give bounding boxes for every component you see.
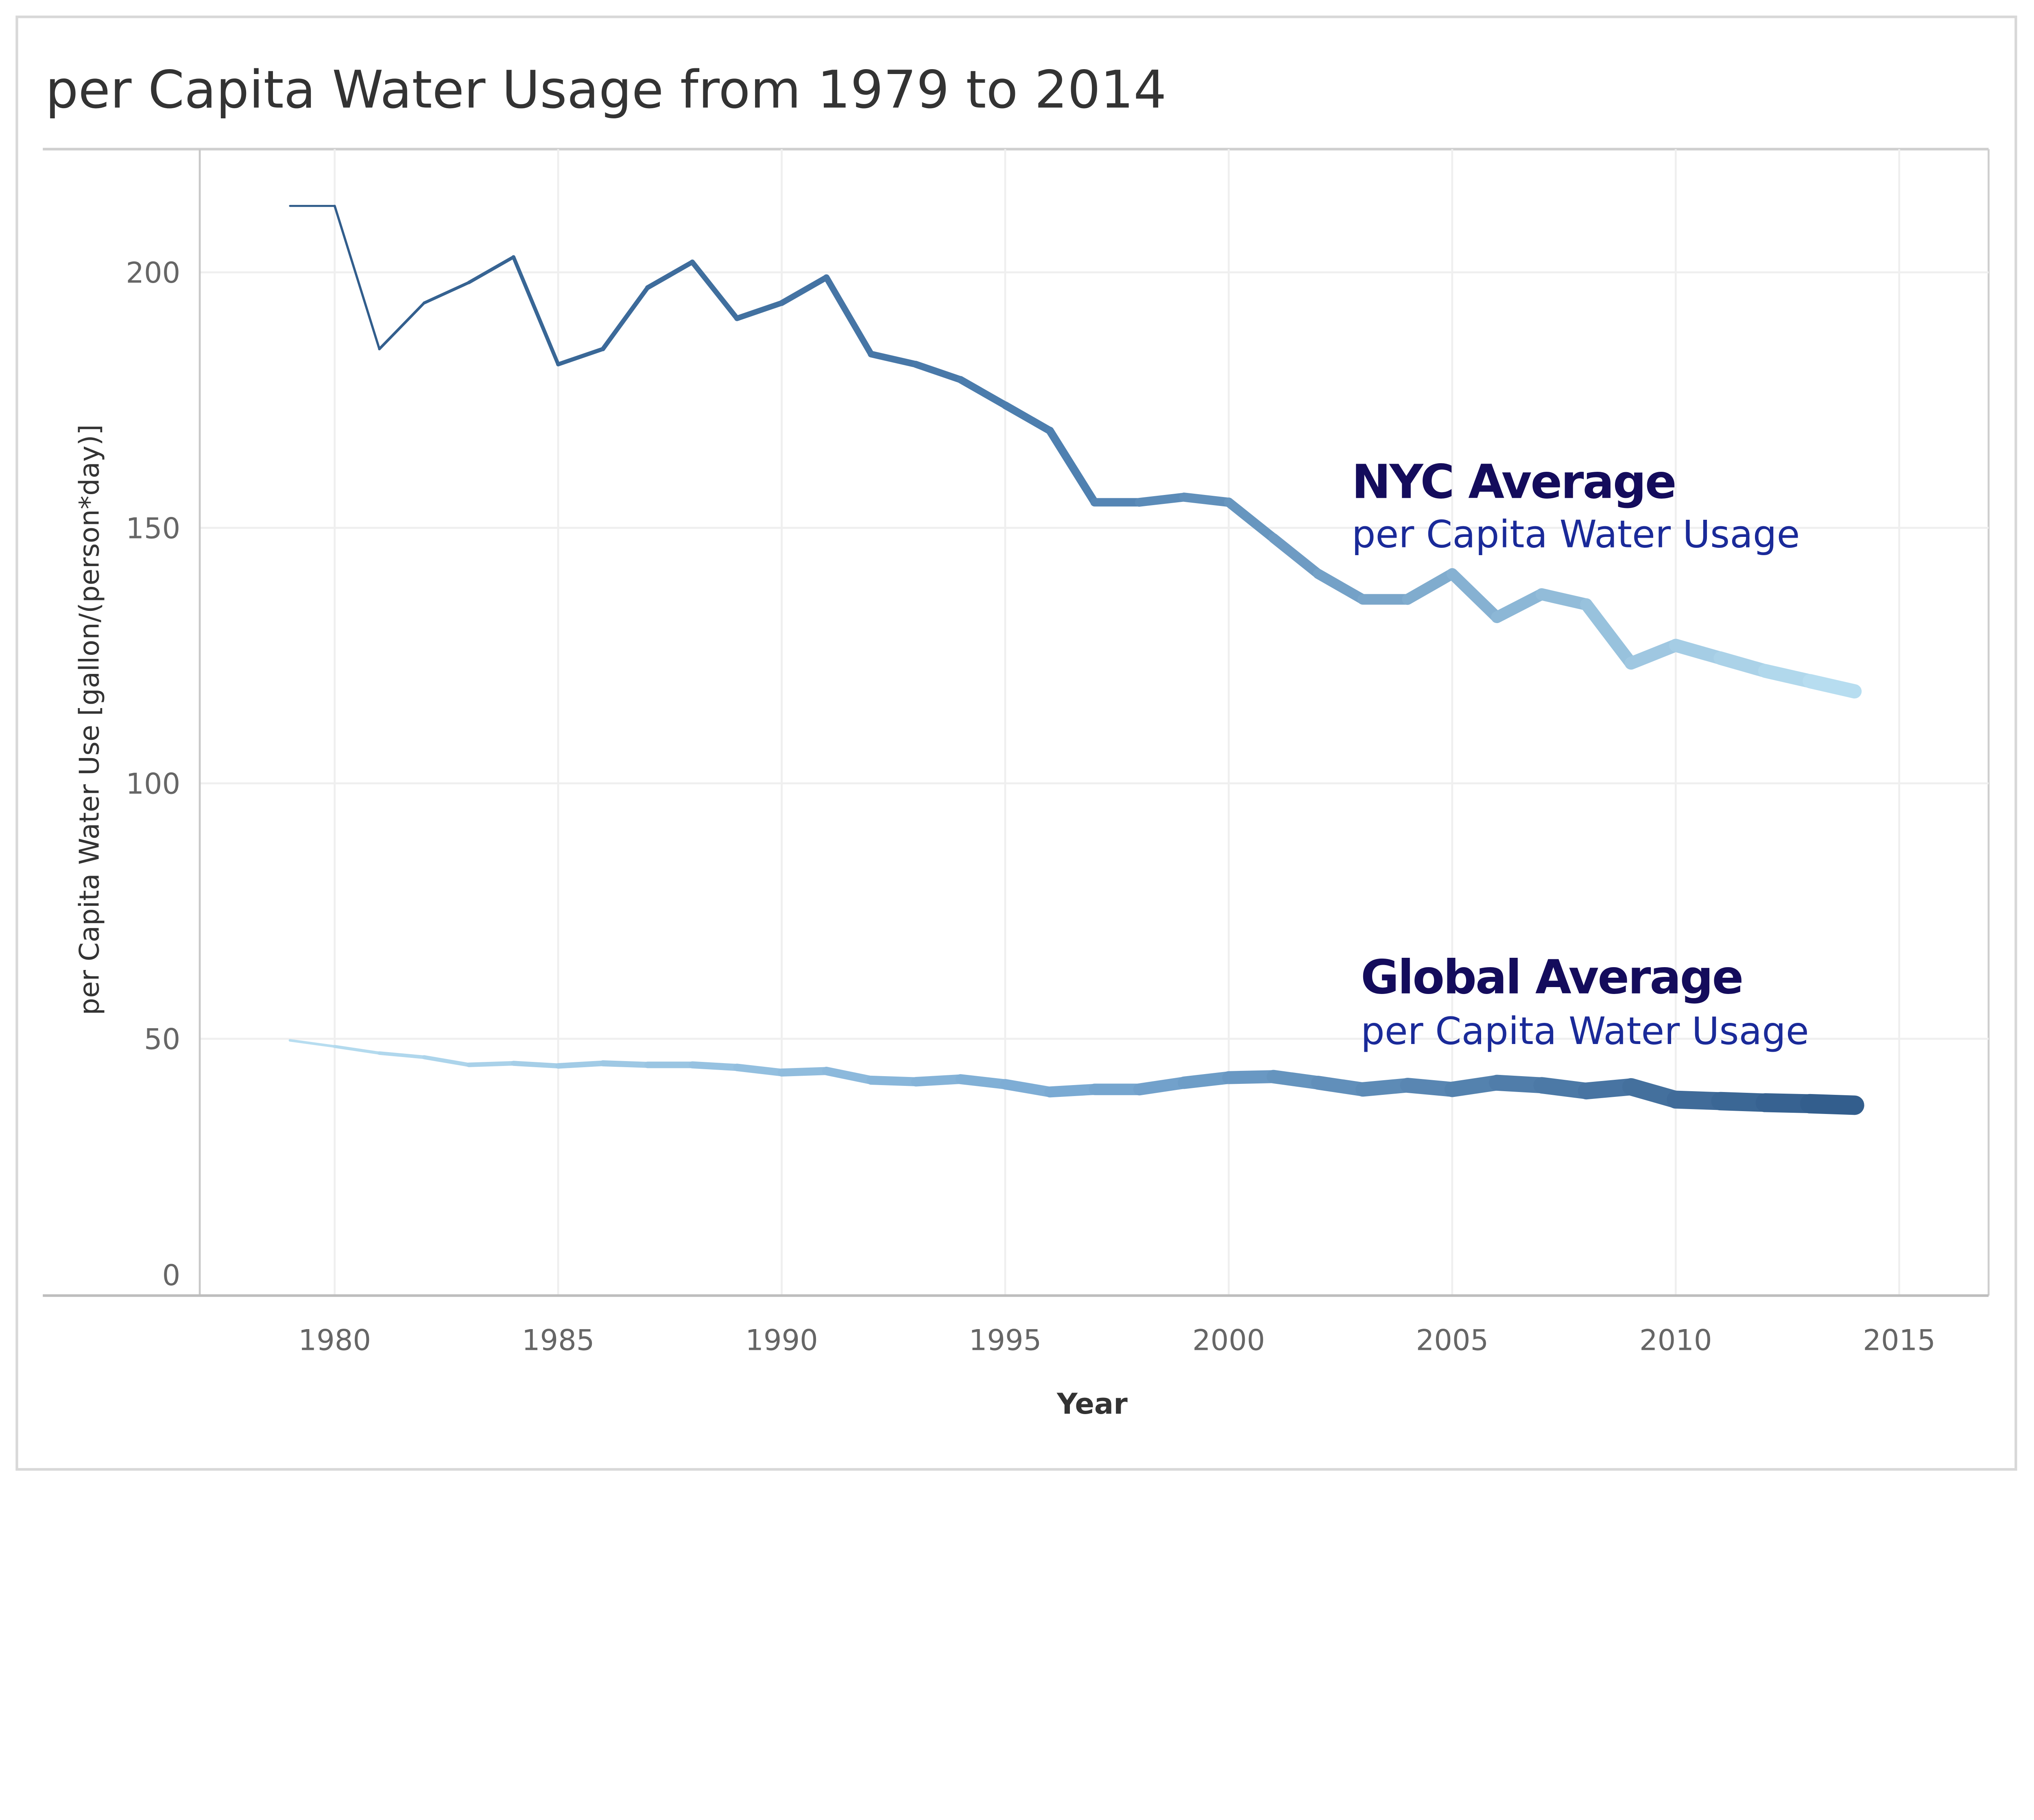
nyc-line-segment [734, 300, 785, 321]
nyc-series [289, 205, 1862, 699]
nyc-line-segment [1045, 427, 1099, 506]
y-axis-label: per Capita Water Use [gallon/(person*day… [73, 424, 105, 1015]
x-tick-label: 1985 [522, 1324, 595, 1357]
global-line-segment [1222, 1070, 1280, 1084]
nyc-line-segment [378, 301, 426, 351]
global-line-segment [1800, 1094, 1864, 1115]
nyc-line-segment [823, 274, 875, 357]
global-line-segment [378, 1051, 426, 1059]
x-tick-label: 1990 [745, 1324, 818, 1357]
nyc-line-segment [1268, 533, 1323, 579]
global-series [288, 1039, 1864, 1115]
nyc-line-segment [868, 351, 919, 368]
line-chart: per Capita Water Usage from 1979 to 2014… [15, 15, 2017, 1471]
global-line-segment [866, 1075, 921, 1086]
nyc-line-segment [1402, 568, 1458, 605]
x-axis-label: Year [1056, 1387, 1128, 1421]
global-line-segment [689, 1061, 741, 1071]
y-tick-label: 100 [126, 767, 180, 801]
global-line-segment [288, 1039, 336, 1048]
nyc-line-segment [422, 281, 471, 305]
nyc-line-segment [1179, 493, 1233, 507]
global-line-segment [1044, 1084, 1100, 1098]
global-line-segment [822, 1066, 875, 1085]
global-line-segment [777, 1067, 831, 1077]
global-line-segment [1178, 1071, 1235, 1089]
nyc-line-segment [1713, 651, 1772, 678]
y-tick-label: 150 [126, 512, 180, 545]
x-tick-label: 2005 [1416, 1324, 1489, 1357]
global-label: Global Average [1361, 950, 1742, 1005]
x-tick-label: 1980 [298, 1324, 371, 1357]
x-tick-label: 2015 [1863, 1324, 1936, 1357]
global-line-segment [955, 1074, 1010, 1090]
nyc-line-segment [1491, 588, 1548, 623]
nyc-line-segment [1313, 569, 1368, 605]
nyc-line-segment [467, 255, 515, 284]
x-tick-label: 1995 [969, 1324, 1042, 1357]
nyc-line-segment [779, 274, 829, 306]
nyc-line-segment [690, 259, 740, 321]
nyc-line-segment [1446, 568, 1503, 623]
nyc-line-segment [912, 361, 964, 384]
global-line-segment [555, 1060, 606, 1069]
y-tick-labels: 0 50 100 150 200 [126, 256, 180, 1292]
global-line-segment [1000, 1079, 1055, 1097]
nyc-line-segment [957, 376, 1009, 409]
global-line-segment [733, 1064, 786, 1077]
y-tick-label: 50 [144, 1023, 180, 1056]
y-tick-label: 200 [126, 256, 180, 290]
nyc-line-segment [556, 347, 605, 366]
nyc-line-segment [1803, 674, 1862, 699]
global-line-segment [1311, 1076, 1370, 1096]
nyc-line-segment [511, 255, 560, 366]
nyc-line-segment [1624, 639, 1683, 670]
global-line-segment [911, 1074, 965, 1087]
nyc-line-segment [1669, 639, 1727, 665]
nyc-line-segment [1758, 664, 1817, 688]
global-line-segment [422, 1055, 471, 1067]
nyc-label: NYC Average [1352, 455, 1676, 509]
nyc-line-segment [1001, 401, 1054, 435]
x-tick-label: 2000 [1192, 1324, 1265, 1357]
global-line-segment [466, 1061, 516, 1067]
x-tick-label: 2010 [1639, 1324, 1712, 1357]
nyc-line-segment [645, 259, 695, 290]
nyc-line-segment [333, 205, 381, 350]
nyc-line-segment [1224, 497, 1279, 543]
global-sublabel: per Capita Water Usage [1361, 1009, 1809, 1053]
global-line-segment [511, 1061, 561, 1069]
x-tick-labels: 1980 1985 1990 1995 2000 2005 2010 2015 [298, 1324, 1935, 1357]
chart-frame [15, 15, 2017, 1471]
global-line-segment [1266, 1070, 1325, 1090]
nyc-line-segment [600, 285, 650, 351]
chart-title: per Capita Water Usage from 1979 to 2014 [46, 60, 1167, 120]
series-lines [288, 205, 1864, 1115]
y-tick-label: 0 [162, 1259, 181, 1292]
global-line-segment [333, 1045, 381, 1055]
nyc-line-segment [1535, 588, 1593, 611]
nyc-line-segment [1135, 493, 1189, 507]
global-line-segment [1133, 1077, 1190, 1096]
global-line-segment [600, 1060, 651, 1068]
nyc-line-segment [1580, 598, 1637, 670]
nyc-sublabel: per Capita Water Usage [1352, 512, 1800, 556]
